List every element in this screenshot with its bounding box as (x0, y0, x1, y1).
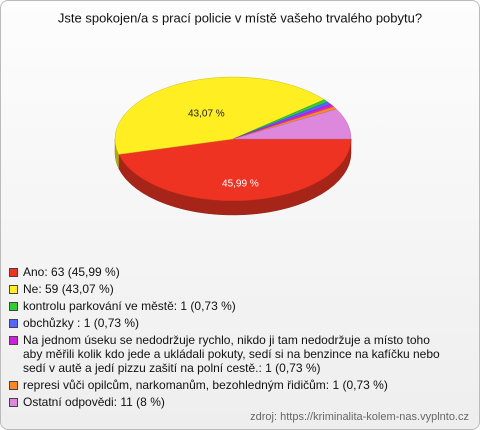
legend-label: Na jednom úseku se nedodržuje rychlo, ni… (23, 333, 440, 375)
legend-swatch (9, 285, 18, 294)
chart-title: Jste spokojen/a s prací policie v místě … (58, 10, 422, 25)
legend-swatch (9, 319, 18, 328)
legend-item: represi vůči opilcům, narkomanům, bezohl… (9, 378, 449, 392)
legend-label: Ano: 63 (45,99 %) (23, 265, 120, 279)
legend: Ano: 63 (45,99 %) Ne: 59 (43,07 %) kontrol… (9, 265, 449, 412)
legend-swatch (9, 398, 18, 407)
legend-label: represi vůči opilcům, narkomanům, bezohl… (23, 378, 388, 392)
legend-swatch (9, 268, 18, 277)
legend-item: kontrolu parkování ve městě: 1 (0,73 %) (9, 299, 449, 313)
legend-item: Ano: 63 (45,99 %) (9, 265, 449, 279)
legend-item: Ostatní odpovědi: 11 (8 %) (9, 395, 449, 409)
legend-item: obchůzky : 1 (0,73 %) (9, 316, 449, 330)
value-label: 43,07 % (188, 108, 225, 119)
legend-label: obchůzky : 1 (0,73 %) (23, 316, 140, 330)
value-label: 45,99 % (222, 179, 259, 190)
legend-label: Ne: 59 (43,07 %) (23, 282, 114, 296)
slice (232, 108, 352, 140)
slice (118, 138, 352, 202)
legend-item: Ne: 59 (43,07 %) (9, 282, 449, 296)
chart: Jste spokojen/a s prací policie v místě … (58, 10, 422, 216)
source: zdroj: https://kriminalita-kolem-nas.vyp… (250, 411, 469, 423)
legend-label: kontrolu parkování ve městě: 1 (0,73 %) (23, 299, 236, 313)
slice (114, 76, 325, 155)
legend-swatch (9, 381, 18, 390)
legend-item: Na jednom úseku se nedodržuje rychlo, ni… (9, 333, 449, 375)
legend-label: Ostatní odpovědi: 11 (8 %) (23, 395, 165, 409)
legend-swatch (9, 302, 18, 311)
legend-swatch (9, 336, 18, 345)
